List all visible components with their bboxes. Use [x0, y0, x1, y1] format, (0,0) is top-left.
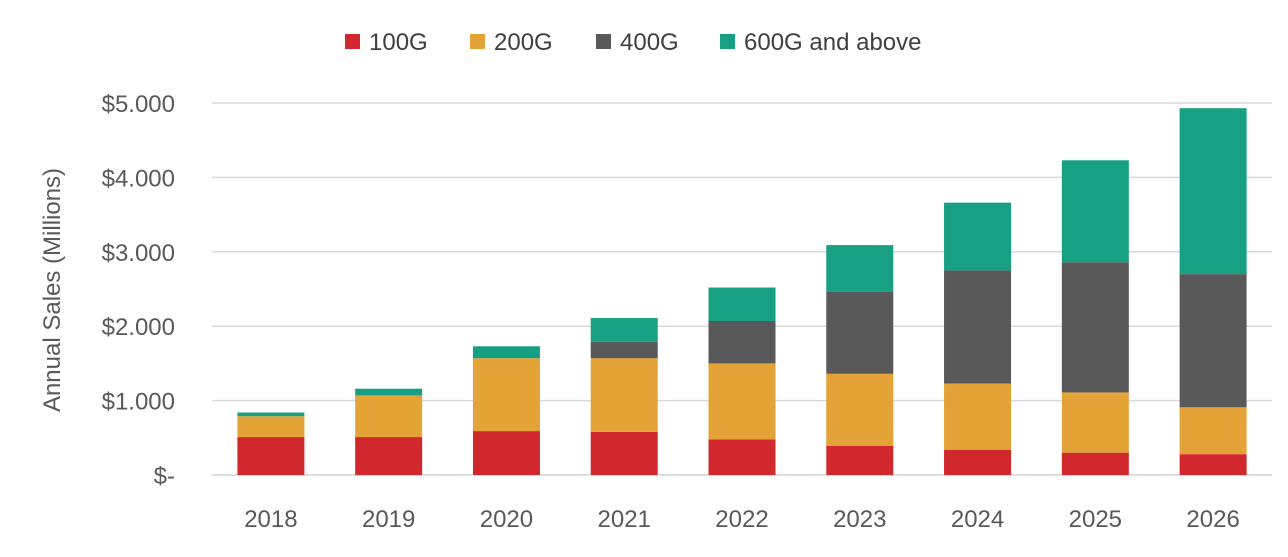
bar-100g-2022	[708, 439, 776, 475]
y-axis-tick-labels: $- $1.000 $2.000 $3.000 $4.000 $5.000	[102, 91, 175, 490]
x-tick-label: 2019	[362, 506, 415, 533]
x-tick-label: 2018	[244, 506, 297, 533]
x-tick-label: 2023	[833, 506, 886, 533]
bar-600g-and-above-2021	[590, 318, 658, 342]
y-tick-label: $-	[154, 463, 175, 490]
bar-600g-and-above-2022	[708, 287, 776, 321]
bar-400g-2025	[1061, 262, 1129, 393]
legend-label-600g-and-above: 600G and above	[744, 29, 921, 56]
x-tick-label: 2026	[1186, 506, 1239, 533]
bar-600g-and-above-2018	[237, 412, 305, 417]
bar-600g-and-above-2023	[826, 245, 894, 292]
legend-swatch-100g	[345, 34, 360, 49]
bar-100g-2023	[826, 445, 894, 475]
legend-swatch-200g	[470, 34, 485, 49]
bar-100g-2019	[355, 437, 423, 475]
legend: 100G 200G 400G 600G and above	[345, 29, 921, 56]
bars	[237, 108, 1247, 475]
y-tick-label: $4.000	[102, 165, 175, 192]
bar-100g-2021	[590, 431, 658, 475]
bar-200g-2021	[590, 358, 658, 432]
bar-200g-2022	[708, 363, 776, 440]
legend-swatch-600g-and-above	[720, 34, 735, 49]
y-tick-label: $5.000	[102, 91, 175, 118]
legend-label-200g: 200G	[494, 29, 553, 56]
bar-100g-2026	[1179, 454, 1247, 475]
bar-100g-2018	[237, 437, 305, 475]
bar-200g-2019	[355, 395, 423, 438]
bar-600g-and-above-2019	[355, 388, 423, 396]
x-tick-label: 2024	[951, 506, 1004, 533]
bar-400g-2022	[708, 320, 776, 364]
bar-400g-2021	[590, 341, 658, 359]
bar-600g-and-above-2024	[944, 202, 1012, 271]
bar-400g-2024	[944, 270, 1012, 384]
bar-600g-and-above-2020	[472, 346, 540, 359]
bar-400g-2026	[1179, 274, 1247, 408]
x-tick-label: 2021	[598, 506, 651, 533]
bar-200g-2026	[1179, 407, 1247, 455]
x-tick-label: 2025	[1069, 506, 1122, 533]
x-tick-label: 2022	[715, 506, 768, 533]
bar-200g-2025	[1061, 392, 1129, 453]
bar-200g-2018	[237, 416, 305, 438]
bar-100g-2024	[944, 449, 1012, 475]
bar-600g-and-above-2025	[1061, 160, 1129, 263]
y-axis-title: Annual Sales (Millions)	[39, 168, 66, 412]
bar-100g-2025	[1061, 452, 1129, 475]
legend-label-100g: 100G	[369, 29, 428, 56]
legend-label-400g: 400G	[620, 29, 679, 56]
y-tick-label: $2.000	[102, 314, 175, 341]
y-tick-label: $1.000	[102, 389, 175, 416]
bar-200g-2020	[472, 358, 540, 432]
x-tick-label: 2020	[480, 506, 533, 533]
legend-swatch-400g	[596, 34, 611, 49]
y-tick-label: $3.000	[102, 240, 175, 267]
bar-600g-and-above-2026	[1179, 108, 1247, 275]
bar-100g-2020	[472, 431, 540, 475]
bar-400g-2023	[826, 291, 894, 374]
bar-200g-2023	[826, 373, 894, 446]
x-axis-tick-labels: 2018 2019 2020 2021 2022 2023 2024 2025 2026	[244, 506, 1240, 533]
bar-200g-2024	[944, 383, 1012, 450]
